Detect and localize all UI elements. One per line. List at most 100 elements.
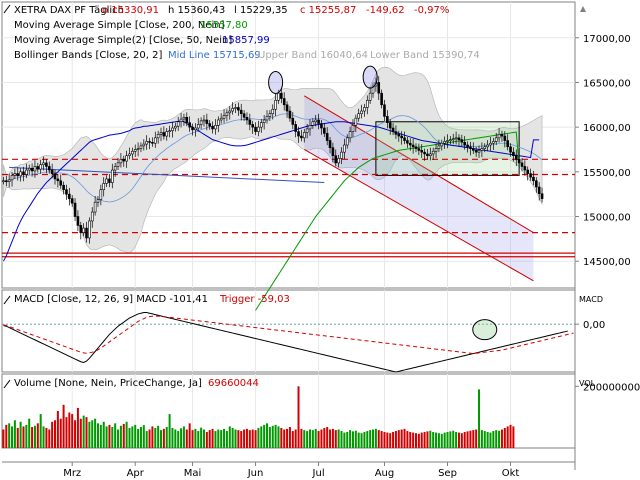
candle-body (133, 149, 137, 152)
candle-body (248, 119, 252, 125)
legend-ohlc-value: l 15229,35 (234, 5, 288, 16)
volume-bar (162, 428, 165, 448)
candle-body (142, 143, 146, 147)
legend-ma50-value: 15857,99 (222, 35, 270, 46)
candle-body (39, 164, 42, 170)
volume-bar (94, 418, 97, 448)
candle-body (337, 158, 340, 164)
candle-body (348, 131, 352, 139)
candle-body (446, 140, 449, 142)
candle-body (30, 167, 34, 172)
legend-ohlc-value: h 15360,43 (168, 5, 225, 16)
volume-bar (117, 429, 120, 448)
candle-body (254, 126, 257, 132)
volume-legend-value: 69660044 (208, 378, 259, 389)
volume-bar (360, 433, 363, 448)
volume-bar (386, 432, 389, 448)
volume-bar (343, 432, 346, 448)
volume-bar (205, 431, 208, 448)
candle-body (535, 180, 538, 188)
candle-body (265, 116, 269, 121)
candle-body (16, 173, 20, 177)
up-arrow-icon (580, 6, 586, 12)
price-tick-label: 14500,00 (583, 257, 631, 268)
volume-bar (56, 411, 59, 448)
volume-bar (82, 415, 85, 448)
volume-bar (8, 423, 11, 448)
candle-body (42, 162, 45, 165)
volume-bar (440, 433, 443, 448)
range-box (375, 121, 520, 176)
candle-body (145, 141, 148, 145)
candle-body (199, 120, 203, 125)
volume-bar (42, 426, 45, 448)
volume-bar (297, 386, 300, 448)
volume-bar (311, 430, 314, 448)
volume-bar (495, 430, 498, 448)
macd-line (3, 312, 568, 373)
volume-bar (446, 431, 449, 448)
volume-bar (148, 429, 151, 448)
volume-bar (154, 427, 157, 448)
candle-body (10, 175, 14, 181)
candle-body (282, 98, 286, 106)
candle-body (469, 146, 472, 149)
volume-bar (134, 424, 137, 448)
candle-body (449, 139, 452, 141)
volume-bar (417, 433, 420, 448)
candle-body (486, 144, 489, 148)
volume-bar (225, 431, 228, 448)
legend-ohlc-value: o 15330,91 (102, 5, 159, 16)
volume-bar (102, 421, 105, 448)
volume-bar (409, 431, 412, 448)
volume-bar (277, 426, 280, 448)
volume-bar (291, 431, 294, 448)
volume-bar (303, 430, 306, 448)
candle-body (148, 141, 151, 143)
legend-ohlc-value: -0,97% (414, 5, 449, 16)
legend-ma200-label: Moving Average Simple [Close, 200, Nein] (14, 20, 225, 31)
candle-body (274, 100, 277, 110)
volume-bar (19, 421, 22, 448)
volume-bar (366, 431, 369, 448)
candle-body (22, 171, 25, 175)
legend-line-icon (3, 295, 11, 305)
volume-bar (397, 430, 400, 448)
candle-body (277, 92, 280, 101)
volume-bar (457, 432, 460, 448)
candle-body (397, 133, 401, 137)
volume-bar (119, 425, 122, 448)
volume-bar (323, 427, 326, 448)
candle-body (228, 110, 232, 114)
volume-bar (51, 421, 54, 448)
candle-body (354, 117, 358, 126)
candle-body (391, 127, 395, 132)
volume-bar (194, 428, 197, 448)
candle-body (426, 153, 429, 157)
volume-bar (480, 430, 483, 448)
candle-body (408, 142, 412, 146)
volume-bar (463, 431, 466, 448)
candle-body (460, 139, 464, 143)
candle-body (526, 169, 530, 174)
candle-body (99, 189, 103, 200)
volume-bar (13, 420, 16, 448)
volume-bar (294, 429, 297, 448)
x-tick-label: Jul (312, 468, 325, 479)
candle-body (343, 144, 346, 153)
volume-bar (503, 427, 506, 448)
candle-body (202, 119, 206, 122)
x-tick-label: Mai (184, 468, 202, 479)
bollinger-band-area (3, 66, 543, 253)
volume-bar (377, 430, 380, 448)
candle-body (271, 108, 275, 115)
volume-bar (191, 430, 194, 448)
candle-body (540, 193, 544, 199)
price-tick-label: 16000,00 (583, 123, 631, 134)
candle-body (13, 173, 17, 176)
candle-body (517, 159, 521, 164)
price-tick-label: 15500,00 (583, 168, 631, 179)
candle-body (477, 150, 481, 153)
volume-bar (283, 429, 286, 448)
volume-bar (372, 429, 375, 448)
